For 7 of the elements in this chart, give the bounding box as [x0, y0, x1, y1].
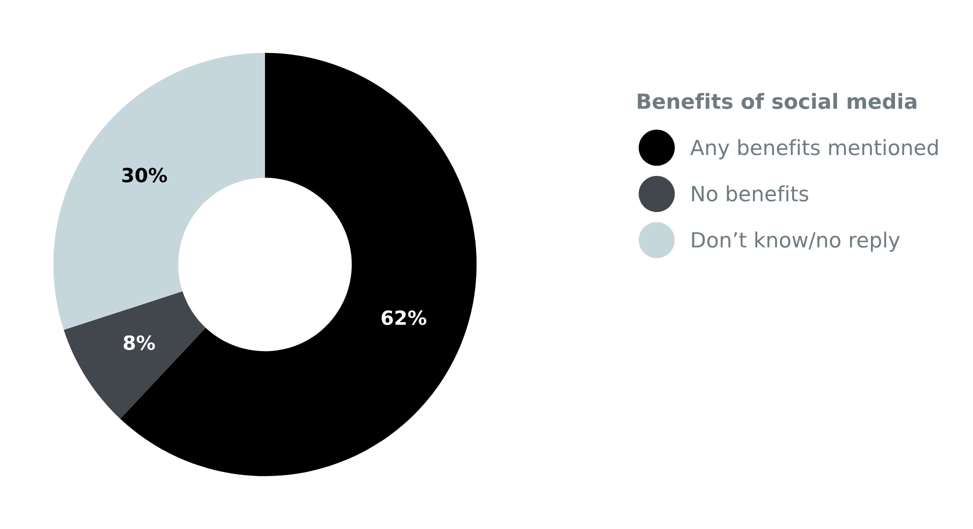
legend-title: Benefits of social media — [638, 92, 916, 110]
legend-label: No benefits — [692, 185, 808, 202]
data-label: 62% — [382, 310, 426, 326]
legend-label: Don’t know/no reply — [692, 232, 900, 252]
data-label: 30% — [122, 168, 167, 182]
legend-label: Any benefits mentioned — [690, 139, 938, 160]
data-label: 8% — [124, 335, 155, 350]
